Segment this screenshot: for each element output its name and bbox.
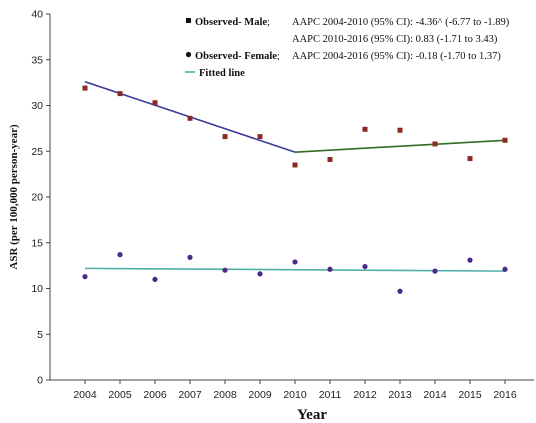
legend-square-marker	[186, 18, 191, 23]
x-tick-label: 2011	[319, 389, 342, 401]
legend-label: Observed- Male;	[195, 17, 270, 28]
y-tick-label: 0	[37, 375, 43, 387]
y-axis-title: ASR (per 100,000 person-year)	[8, 124, 20, 270]
male-point	[467, 156, 473, 162]
female-point	[82, 274, 88, 280]
y-tick-label: 40	[31, 9, 43, 21]
female-point	[292, 259, 298, 265]
x-tick-label: 2015	[458, 389, 482, 401]
y-tick-label: 25	[31, 146, 43, 158]
x-axis-title: Year	[297, 407, 327, 423]
legend-label: Fitted line	[199, 68, 245, 79]
legend: Observed- Male; AAPC 2004-2010 (95% CI): …	[185, 17, 510, 79]
fitted-line	[294, 139, 506, 153]
female-point	[467, 257, 473, 263]
legend-label: Observed- Female;	[195, 51, 280, 62]
x-tick-label: 2014	[423, 389, 447, 401]
x-tick-label: 2012	[353, 389, 377, 401]
female-point	[362, 263, 368, 270]
x-tick-label: 2006	[143, 389, 167, 401]
x-tick-label: 2007	[178, 389, 202, 401]
male-point	[502, 137, 508, 143]
female-point	[187, 254, 193, 260]
legend-series-name: Fitted line	[199, 68, 245, 79]
tick-labels: 0 5 10 15 20 25 30 35 40 2004 2005 2006 2007 2008 2009…	[31, 9, 517, 402]
data-points	[82, 85, 508, 294]
legend-separator: ;	[277, 51, 280, 62]
legend-aapc-stat: AAPC 2010-2016 (95% CI): 0.83 (-1.71 to …	[292, 34, 498, 45]
female-point	[327, 266, 333, 272]
male-point	[327, 156, 333, 162]
y-tick-label: 15	[31, 237, 43, 249]
fitted-line	[84, 267, 506, 272]
male-point	[397, 127, 403, 133]
male-point	[257, 134, 263, 140]
axes	[46, 13, 534, 384]
x-tick-label: 2009	[248, 389, 272, 401]
legend-series-name: Observed- Male	[195, 17, 267, 28]
y-tick-label: 35	[31, 54, 43, 66]
male-point	[152, 100, 158, 106]
legend-aapc-stat: AAPC 2004-2010 (95% CI): -4.36^ (-6.77 t…	[292, 17, 510, 28]
female-point	[432, 268, 438, 274]
y-tick-label: 5	[37, 329, 43, 341]
female-point	[257, 271, 263, 277]
y-tick-label: 10	[31, 283, 43, 295]
legend-separator: ;	[267, 17, 270, 28]
male-point	[82, 85, 88, 91]
male-point	[362, 126, 368, 132]
y-tick-label: 30	[31, 100, 43, 112]
female-point	[222, 267, 228, 273]
y-tick-label: 20	[31, 192, 43, 204]
female-point	[117, 252, 123, 258]
male-point	[117, 91, 123, 97]
x-tick-label: 2008	[213, 389, 237, 401]
male-point	[292, 162, 298, 168]
legend-aapc-stat: AAPC 2004-2016 (95% CI): -0.18 (-1.70 to…	[292, 51, 501, 62]
x-tick-label: 2004	[73, 389, 97, 401]
fitted-lines	[84, 80, 506, 272]
male-point	[222, 134, 228, 140]
male-point	[187, 115, 193, 121]
legend-circle-marker	[185, 51, 192, 58]
x-tick-label: 2013	[388, 389, 412, 401]
legend-series-name: Observed- Female	[195, 51, 277, 62]
x-tick-label: 2005	[108, 389, 132, 401]
male-point	[432, 141, 438, 147]
female-point	[397, 288, 403, 294]
x-tick-label: 2016	[493, 389, 517, 401]
female-point	[502, 266, 508, 272]
female-point	[152, 276, 158, 282]
x-tick-label: 2010	[283, 389, 307, 401]
